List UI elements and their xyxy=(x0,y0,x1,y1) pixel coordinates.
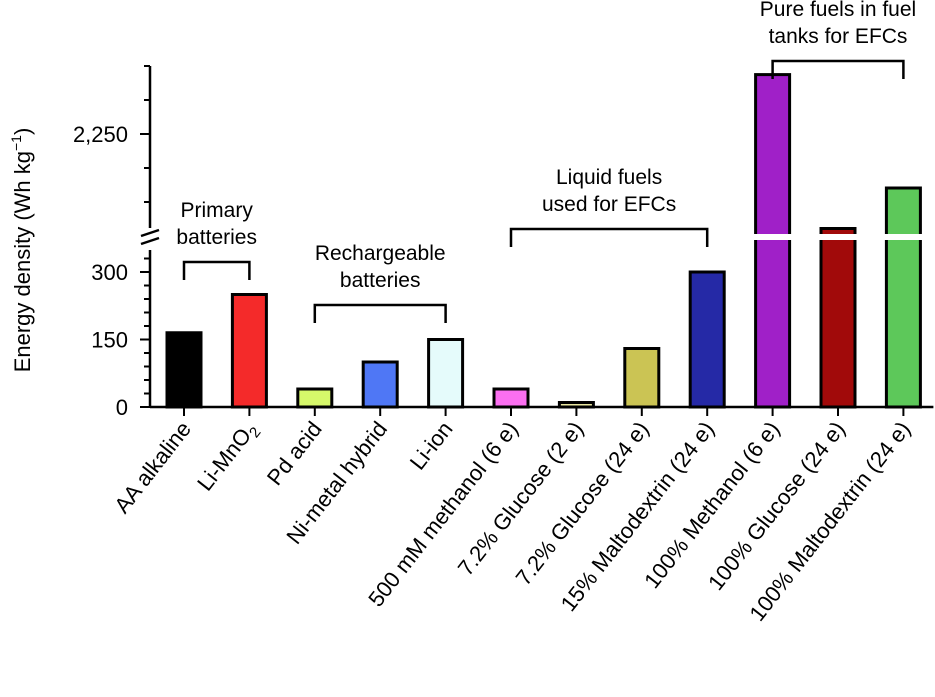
bar-break-gap xyxy=(818,234,858,240)
y-axis-title: Energy density (Wh kg−1) xyxy=(8,128,35,373)
category-label: Li-ion xyxy=(405,417,458,475)
y-axis-title-text: Energy density (Wh kg xyxy=(10,151,35,372)
bar xyxy=(296,387,334,409)
bar xyxy=(165,331,203,409)
y-axis-title-close: ) xyxy=(10,128,35,135)
bar xyxy=(427,338,465,409)
category-label: Li-MnO2 xyxy=(192,417,264,498)
category-label-text: Li-ion xyxy=(405,417,458,475)
group-bracket xyxy=(771,59,905,79)
bar xyxy=(884,186,922,409)
group-label: batteries xyxy=(340,269,421,292)
y-tick-label: 0 xyxy=(116,395,128,420)
category-label-text: Li-MnO xyxy=(192,423,256,495)
group-label: Rechargeable xyxy=(315,242,446,265)
group-label: used for EFCs xyxy=(542,193,676,216)
group-label: batteries xyxy=(176,226,257,249)
axis-break-mark-bottom xyxy=(140,236,160,246)
group-label: Pure fuels in fuel xyxy=(760,0,916,21)
bar xyxy=(623,347,661,409)
bar xyxy=(819,227,857,409)
group-bracket xyxy=(509,227,709,247)
bar xyxy=(688,270,726,409)
axis-break-mark-top xyxy=(140,228,160,238)
category-label-text: Pd acid xyxy=(262,417,327,490)
category-label-text: 7.2% Glucose (2 e) xyxy=(453,417,589,581)
bar xyxy=(754,73,792,409)
bar-break-gap xyxy=(752,234,793,240)
group-label: Liquid fuels xyxy=(556,166,662,189)
category-label: AA alkaline xyxy=(109,417,196,518)
axis-layer: 0 150 300 2,250 xyxy=(73,65,934,420)
bar-break-gap xyxy=(883,234,924,240)
bar xyxy=(492,387,530,409)
y-axis-title-superscript: −1 xyxy=(8,135,24,151)
group-label: tanks for EFCs xyxy=(769,25,908,48)
y-tick-label: 2,250 xyxy=(73,122,128,147)
group-bracket xyxy=(182,260,251,280)
bars-layer xyxy=(165,73,924,409)
category-label: Pd acid xyxy=(262,417,327,490)
bar xyxy=(361,360,399,409)
bar xyxy=(557,401,595,409)
group-bracket xyxy=(313,303,447,323)
category-label-text: AA alkaline xyxy=(109,417,196,518)
category-label: 7.2% Glucose (2 e) xyxy=(453,417,589,581)
bar xyxy=(230,293,268,409)
y-tick-label: 300 xyxy=(91,260,128,285)
y-tick-label: 150 xyxy=(91,328,128,353)
group-label: Primary xyxy=(181,199,254,222)
group-annotations: Primary batteries Rechargeable batteries Liq… xyxy=(176,0,916,323)
